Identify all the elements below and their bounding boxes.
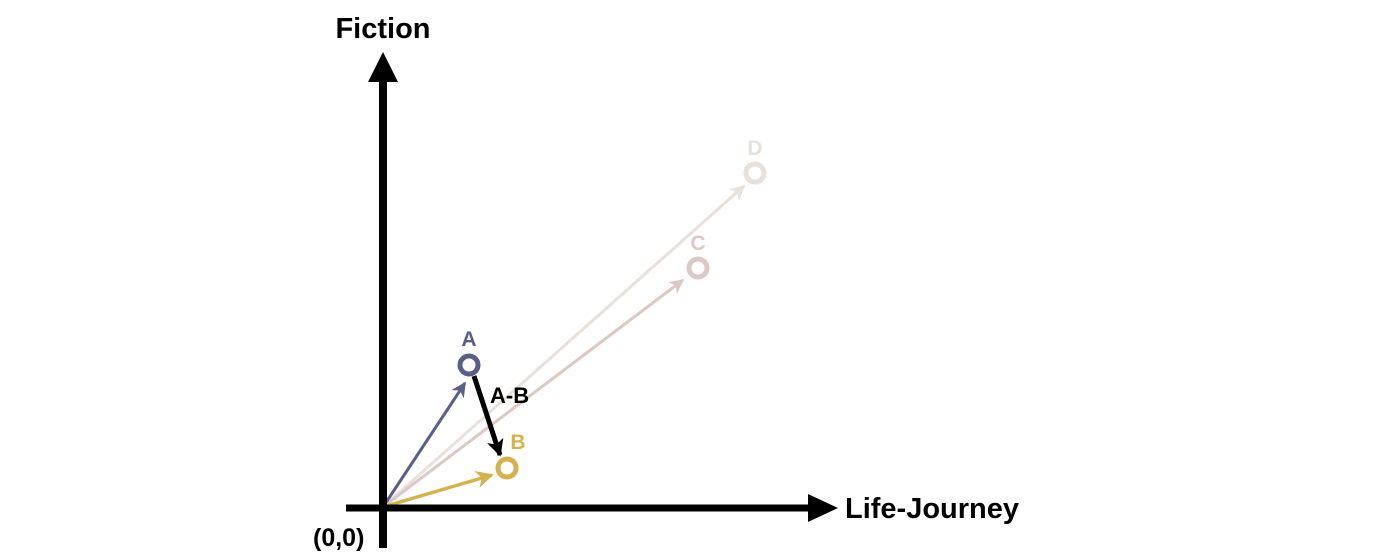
- x-axis-label: Life-Journey: [845, 493, 1019, 525]
- y-axis-arrowhead: [368, 52, 398, 82]
- point-a-marker: [457, 353, 481, 377]
- point-d-label: D: [747, 137, 762, 160]
- point-c-label: C: [690, 232, 705, 255]
- point-b-marker: [495, 456, 519, 480]
- point-d-marker: [743, 161, 767, 185]
- vector-b-arrow: [382, 471, 494, 509]
- difference-vector-label: A-B: [490, 383, 529, 408]
- vector-c-arrow: [382, 278, 685, 509]
- origin-label: (0,0): [313, 524, 364, 552]
- point-a-label: A: [461, 328, 476, 351]
- vector-a-arrow: [381, 381, 467, 508]
- vector-d-arrow: [382, 184, 746, 509]
- x-axis-arrowhead: [808, 494, 838, 522]
- point-c-marker: [686, 256, 710, 280]
- difference-vector-arrow: [471, 375, 504, 457]
- y-axis-label: Fiction: [335, 13, 430, 45]
- point-b-label: B: [510, 431, 525, 454]
